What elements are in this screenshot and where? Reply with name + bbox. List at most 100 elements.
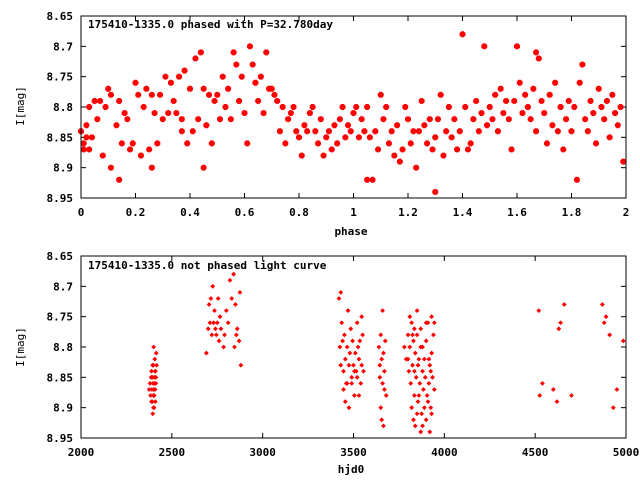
data-point <box>418 429 424 435</box>
unphased-y-axis-label: I[mag] <box>14 327 27 367</box>
data-point <box>282 140 289 147</box>
data-point <box>497 85 504 92</box>
data-point <box>380 308 385 313</box>
data-point <box>338 362 344 368</box>
data-point <box>358 381 364 386</box>
data-point <box>127 146 133 153</box>
data-point <box>213 326 218 332</box>
data-point <box>432 134 439 141</box>
data-point <box>353 104 360 110</box>
data-point <box>414 308 420 313</box>
data-point <box>148 164 155 171</box>
data-point <box>486 104 493 110</box>
data-point <box>391 152 398 159</box>
phased-plot-frame <box>80 15 627 199</box>
data-point <box>418 98 425 104</box>
data-point <box>620 338 626 344</box>
data-point <box>118 140 125 147</box>
data-point <box>505 116 512 123</box>
data-point <box>606 134 613 141</box>
phased-x-tick-label: 1.2 <box>398 206 418 219</box>
data-point <box>203 350 209 356</box>
data-point <box>208 140 215 147</box>
data-point <box>459 31 466 38</box>
data-point <box>364 176 371 183</box>
data-point <box>620 158 627 165</box>
data-point <box>132 79 139 86</box>
phased-y-tick-label: 8.9 <box>53 162 73 175</box>
data-point <box>432 189 439 195</box>
data-point <box>598 104 605 110</box>
data-point <box>354 320 360 326</box>
phased-light-curve-chart: I[mag] phase 0 0.2 0.4 0.6 0.8 1 1.2 1.4 1.6 1.8 2… <box>14 10 629 238</box>
data-point <box>97 98 103 104</box>
data-point <box>462 104 469 110</box>
data-point <box>535 55 542 62</box>
phased-x-tick-label: 0.6 <box>235 206 255 219</box>
data-point <box>407 140 414 147</box>
data-point <box>138 152 144 159</box>
data-point <box>411 368 417 374</box>
data-point <box>83 134 90 141</box>
data-point <box>416 356 422 362</box>
data-point <box>197 49 204 56</box>
data-point <box>91 98 98 104</box>
data-point <box>223 308 229 313</box>
data-point <box>349 381 355 386</box>
data-point <box>522 91 529 98</box>
data-point <box>429 314 435 320</box>
data-point <box>234 326 240 332</box>
data-point <box>587 98 594 104</box>
data-point <box>170 98 177 104</box>
data-point <box>415 362 421 368</box>
data-point <box>152 399 158 404</box>
data-point <box>536 308 542 313</box>
data-point <box>601 116 608 123</box>
data-point <box>405 356 411 362</box>
data-point <box>372 128 379 135</box>
data-point <box>420 344 425 350</box>
data-point <box>431 320 437 326</box>
data-point <box>211 320 217 326</box>
data-point <box>420 368 425 374</box>
data-point <box>489 116 496 123</box>
data-point <box>301 122 308 129</box>
data-point <box>210 283 216 289</box>
data-point <box>495 128 501 135</box>
data-point <box>176 73 183 80</box>
data-point <box>435 116 441 123</box>
data-point <box>244 140 251 147</box>
data-point <box>218 326 224 332</box>
data-point <box>357 338 363 344</box>
data-point <box>102 104 109 110</box>
data-point <box>413 164 420 171</box>
data-point <box>304 128 311 135</box>
data-point <box>263 49 270 56</box>
data-point <box>380 116 387 123</box>
phased-x-tick-label: 0.4 <box>180 206 200 219</box>
data-point <box>154 140 161 147</box>
data-point <box>514 43 520 50</box>
data-point <box>607 332 613 338</box>
data-point <box>99 152 106 159</box>
data-point <box>152 356 158 362</box>
data-point <box>340 338 345 344</box>
unphased-x-tick-label: 4000 <box>431 446 458 459</box>
data-point <box>560 146 567 153</box>
data-point <box>426 116 433 123</box>
phased-x-axis-label: phase <box>334 225 367 238</box>
unphased-x-axis-label: hjd0 <box>338 463 365 476</box>
data-point <box>530 85 537 92</box>
data-point <box>383 393 389 398</box>
data-point <box>352 368 357 374</box>
data-point <box>425 399 431 404</box>
unphased-y-tick-label: 8.9 <box>53 402 73 415</box>
data-point <box>579 61 586 68</box>
data-point <box>599 302 605 307</box>
data-point <box>568 128 575 135</box>
data-point <box>221 344 227 350</box>
data-point <box>375 146 381 153</box>
data-point <box>503 98 510 104</box>
unphased-plot-frame <box>80 255 627 439</box>
data-point <box>527 116 534 123</box>
